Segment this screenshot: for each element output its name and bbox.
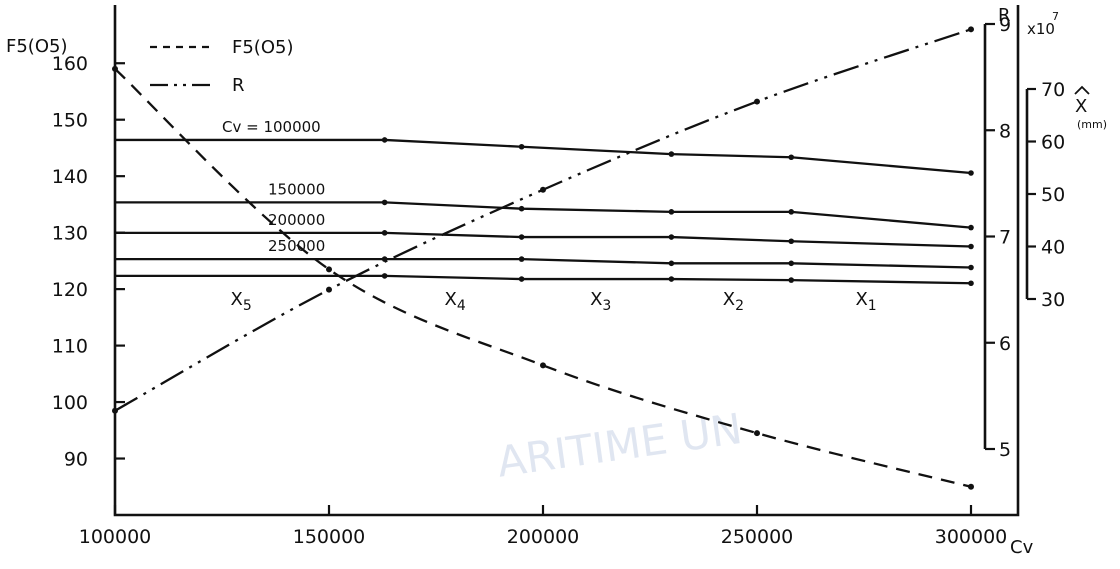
cv-curve-point: [381, 137, 388, 143]
cv-curve-label: Cv = 100000: [222, 118, 321, 136]
f5-point: [968, 483, 974, 490]
left-tick-label: 110: [52, 336, 88, 358]
watermark-text: ARITIME UN: [494, 404, 745, 487]
cv-curve-line: [115, 231, 972, 248]
bottom-tick-label: 300000: [935, 526, 1008, 548]
region-label: X3: [590, 289, 611, 314]
r-point: [112, 407, 118, 414]
corner-r-label: R: [998, 5, 1011, 26]
cv-curve-point: [381, 230, 388, 236]
cv-curve-label: 150000: [268, 180, 325, 198]
cv-curve-label: 250000: [268, 237, 325, 255]
cv-curve-point: [668, 276, 675, 282]
cv-curve-point: [381, 199, 388, 206]
xhat-axis: 30 40 50 60 70: [1025, 79, 1065, 311]
xhat-tick-label: 70: [1041, 79, 1065, 101]
f5-point: [112, 65, 118, 72]
cv-curve-label: 200000: [268, 211, 325, 229]
cv-curve-point: [668, 209, 675, 215]
r-point: [326, 286, 332, 293]
xhat-axis-title: X (mm): [1074, 85, 1107, 131]
cv-curve-point: [518, 143, 525, 150]
xhat-tick-label: 50: [1041, 184, 1065, 206]
r-point: [754, 98, 760, 105]
bottom-tick-label: 200000: [507, 526, 580, 548]
legend-label: R: [232, 75, 245, 96]
xhat-axis-label: X: [1075, 96, 1087, 117]
left-tick-label: 90: [64, 449, 88, 471]
cv-curve-point: [668, 260, 675, 267]
bottom-tick-label: 100000: [79, 526, 152, 548]
cv-curve-point: [788, 154, 795, 161]
f5-point: [326, 266, 332, 273]
bottom-tick-label: 150000: [293, 526, 366, 548]
cv-curve-point: [668, 234, 675, 240]
r-tick-label: 6: [999, 333, 1011, 355]
region-label: X1: [855, 289, 876, 314]
cv-curve-point: [518, 256, 525, 262]
cv-curve-point: [788, 277, 795, 283]
cv-curve-point: [518, 205, 525, 212]
region-label: X2: [723, 289, 744, 314]
cv-curve-point: [668, 151, 675, 157]
region-label: X5: [231, 289, 252, 314]
left-axis-label: F5(O5): [6, 36, 67, 57]
cv-curve-line: [115, 257, 972, 269]
cv-curve-point: [968, 224, 974, 231]
cv-curve-point: [381, 273, 388, 279]
series-group: [112, 26, 974, 490]
r-tick-label: 8: [999, 120, 1011, 142]
left-tick-label: 160: [52, 53, 88, 75]
legend-label: F5(O5): [232, 37, 293, 58]
r-axis-multiplier: x10 7: [1027, 10, 1059, 38]
legend: F5(O5) R: [150, 37, 293, 96]
r-tick-label: 7: [999, 227, 1011, 249]
cv-curve-point: [788, 238, 795, 245]
f5-point: [540, 362, 546, 369]
xhat-hat-mark: [1074, 85, 1090, 95]
cv-curve-point: [968, 243, 974, 250]
cv-curve-line: [115, 138, 972, 175]
cv-curve-line: [115, 274, 972, 285]
xhat-tick-label: 30: [1041, 289, 1065, 311]
f5-series-line: [114, 68, 972, 488]
left-tick-label: 100: [52, 392, 88, 414]
xhat-tick-label: 40: [1041, 237, 1065, 259]
cv-curve-point: [968, 264, 974, 271]
r-point: [968, 26, 974, 33]
cv-curve-point: [518, 276, 525, 282]
r-tick-label: 5: [999, 439, 1011, 461]
r-exponent-text: 7: [1052, 10, 1059, 23]
cv-curve-point: [518, 234, 525, 240]
left-tick-label: 120: [52, 279, 88, 301]
r-point: [540, 186, 546, 193]
bottom-tick-label: 250000: [721, 526, 794, 548]
left-tick-label: 150: [52, 110, 88, 132]
xhat-tick-label: 60: [1041, 132, 1065, 154]
left-axis-title: F5(O5): [6, 36, 67, 57]
left-tick-label: 130: [52, 223, 88, 245]
left-tick-label: 140: [52, 166, 88, 188]
region-label: X4: [445, 289, 466, 314]
cv-curve-point: [968, 280, 974, 287]
r-axis: 5 6 7 8 9: [983, 14, 1011, 461]
cv-curve-line: [115, 201, 972, 229]
x-axis-label: Cv: [1010, 537, 1034, 558]
r-multiplier-text: x10: [1027, 20, 1055, 38]
f5-point: [754, 430, 760, 437]
bottom-axis: 100000 150000 200000 250000 300000: [79, 505, 1008, 548]
r-tick-label: 9: [999, 14, 1011, 36]
cv-curve-point: [968, 170, 974, 176]
xhat-unit-label: (mm): [1077, 118, 1107, 131]
cv-curve-point: [788, 209, 795, 215]
cv-curve-point: [788, 260, 795, 267]
cv-curves: Cv = 100000 150000 200000 250000 X5 X4 X3 X2 X1: [115, 118, 974, 314]
